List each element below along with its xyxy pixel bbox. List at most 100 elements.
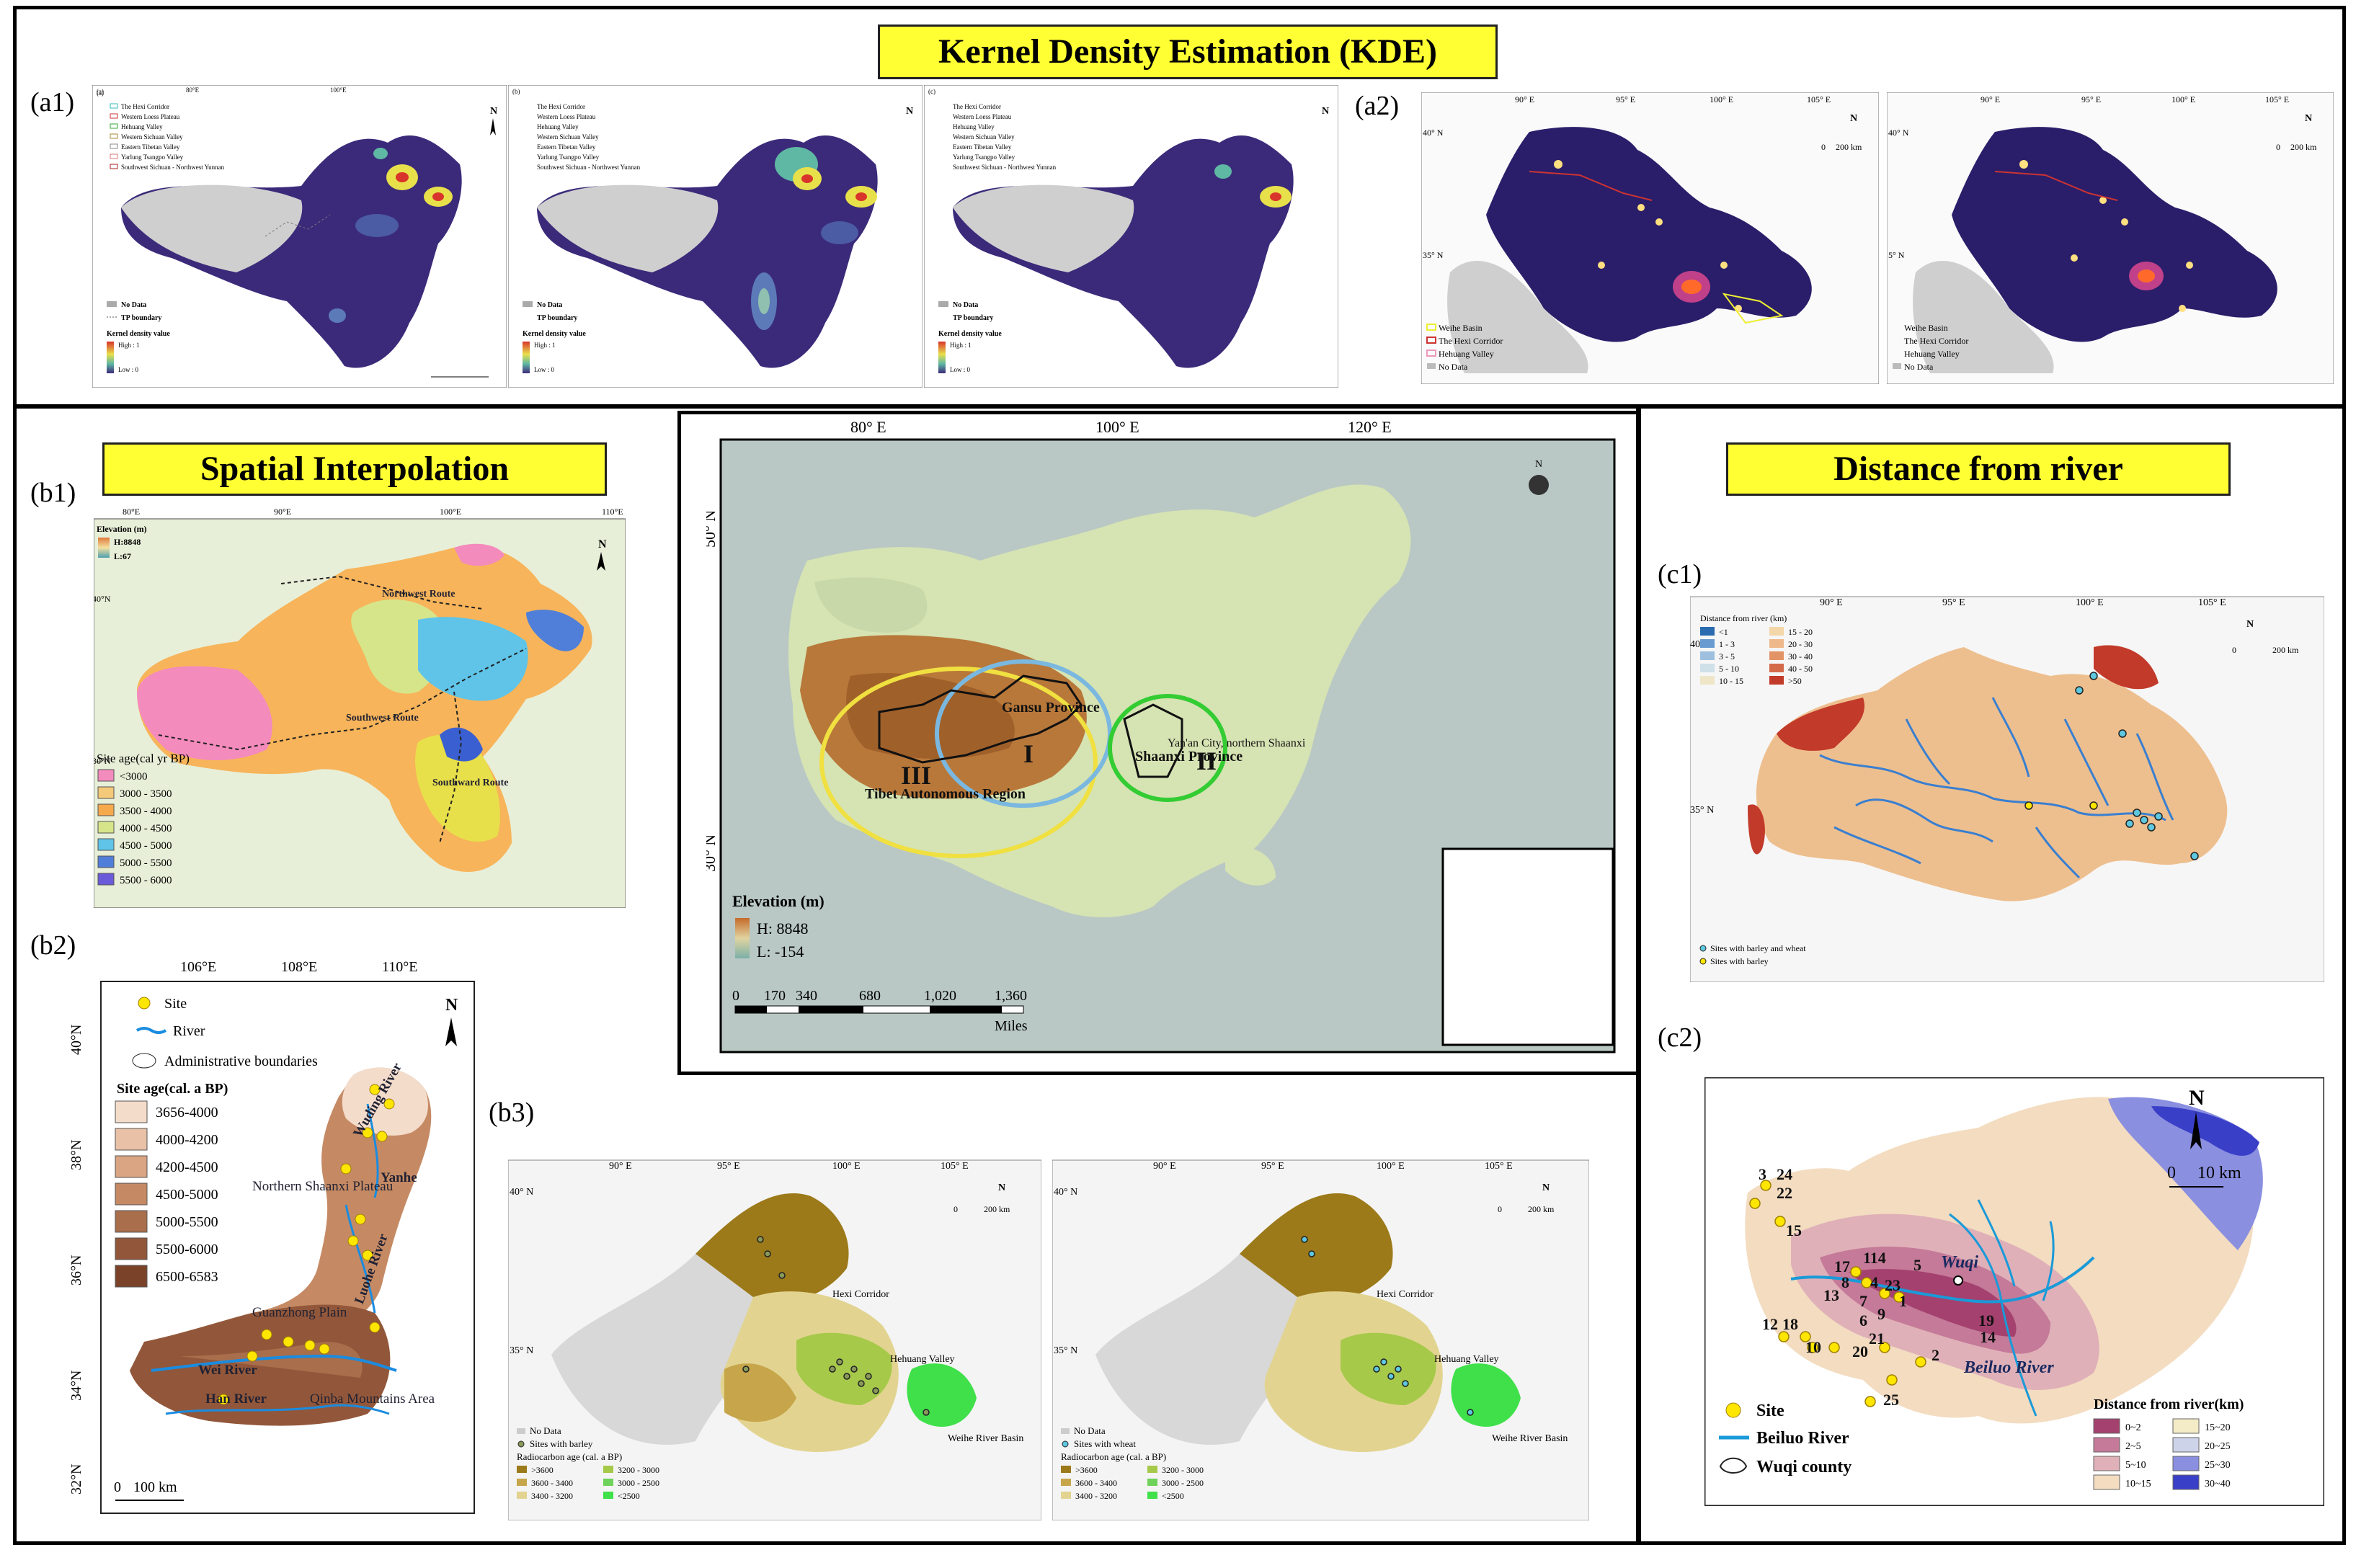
- legend-site: Sites with barley: [1710, 956, 1769, 966]
- legend-label: 3400 - 3200: [531, 1491, 573, 1501]
- legend-label: 5500 - 6000: [120, 875, 172, 886]
- site-number: 12: [1762, 1315, 1778, 1333]
- kde-map-a2-right: 90° E 95° E 100° E 105° E 40° N 5° N Weihe B…: [1887, 92, 2334, 384]
- legend-label: 5000 - 5500: [120, 858, 172, 869]
- place-label: Hehuang Valley: [1434, 1354, 1499, 1365]
- label-b3: (b3): [489, 1097, 535, 1128]
- lon-label: 106°E: [180, 959, 216, 975]
- north-arrow-icon: N: [2305, 113, 2312, 124]
- legend-tp: TP boundary: [953, 314, 993, 322]
- scale-tick: 170: [764, 988, 786, 1004]
- label-b1: (b1): [30, 478, 76, 508]
- lon-label: 80°E: [123, 507, 140, 517]
- legend-swatch: [603, 1479, 613, 1486]
- legend-label: 4000-4200: [156, 1132, 218, 1148]
- region-label: Gansu Province: [1002, 700, 1100, 716]
- site-number: 24: [1777, 1165, 1792, 1183]
- site-number: 6: [1859, 1311, 1867, 1329]
- legend-swatch: [97, 873, 115, 886]
- legend-item: No Data: [1074, 1425, 1106, 1436]
- legend-title: Distance from river(km): [2094, 1396, 2244, 1412]
- site-number: 7: [1859, 1292, 1867, 1310]
- lat-label: 40° N: [510, 1187, 533, 1198]
- lat-label: 5° N: [1888, 250, 1905, 260]
- legend-label: 5500-6000: [156, 1242, 218, 1257]
- site-number: 4: [1870, 1273, 1878, 1291]
- lon-label: 95° E: [1942, 597, 1965, 608]
- legend-low: Low : 0: [118, 366, 138, 373]
- lat-label: 32°N: [68, 1464, 84, 1494]
- legend-label: 25~30: [2205, 1460, 2231, 1471]
- lon-label: 95° E: [1261, 1161, 1284, 1172]
- legend-item: The Hexi Corridor: [953, 103, 1001, 110]
- north-arrow-icon: N: [1322, 106, 1329, 117]
- legend-swatch: [517, 1466, 527, 1473]
- legend-label: 1 - 3: [1719, 639, 1735, 649]
- legend-label: 15~20: [2205, 1422, 2231, 1433]
- site-number: 20: [1852, 1342, 1868, 1360]
- b3-age-legend: >3600 3600 - 3400 3400 - 3200 3200 - 3000 30…: [517, 1465, 659, 1501]
- legend-swatch: [2093, 1456, 2120, 1471]
- lat-label: 40°N: [94, 594, 111, 604]
- legend-kd: Kernel density value: [938, 330, 1002, 338]
- legend-item: Western Sichuan Valley: [953, 133, 1015, 141]
- legend-label: 15 - 20: [1788, 627, 1813, 637]
- legend-item: The Hexi Corridor: [1439, 336, 1503, 346]
- kde-map-c: (c) The Hexi Corridor Western Loess Plat…: [924, 85, 1338, 388]
- elev-title: Elevation (m): [732, 892, 824, 910]
- scale-zero: 0: [2232, 645, 2236, 655]
- legend-kd: Kernel density value: [523, 330, 586, 338]
- label-c1: (c1): [1658, 559, 1702, 589]
- legend-item: Weihe Basin: [1904, 323, 1948, 333]
- legend-label: 20 - 30: [1788, 639, 1813, 649]
- legend-label: 10~15: [2125, 1479, 2151, 1489]
- lon-label: 90°E: [274, 507, 291, 517]
- legend-swatch: [97, 855, 115, 868]
- place-label: Wei River: [198, 1363, 257, 1378]
- lat-label: 35° N: [1423, 250, 1444, 260]
- river-title: Distance from river: [1726, 442, 2231, 496]
- place-label: Hehuang Valley: [890, 1354, 955, 1365]
- legend-label: 3200 - 3000: [1162, 1465, 1204, 1475]
- scale-tick: 1,020: [924, 988, 956, 1004]
- place-label: Northern Shaanxi Plateau: [252, 1179, 394, 1194]
- c2-map: 3 24 22 15 114 5 17 8 23 13 7 1 12 18 6 …: [1704, 1077, 2324, 1506]
- lat-label: 35° N: [1690, 805, 1714, 816]
- legend-site: Site: [1756, 1402, 1784, 1420]
- site-number: 21: [1869, 1329, 1885, 1348]
- lon-label: 100° E: [2171, 94, 2195, 104]
- legend-item: Hehuang Valley: [953, 123, 995, 130]
- age-title: Site age(cal yr BP): [97, 752, 190, 765]
- legend-label: 6500-6583: [156, 1269, 218, 1285]
- legend-tp: TP boundary: [537, 314, 577, 322]
- legend-item: Eastern Tibetan Valley: [537, 143, 596, 151]
- lon-label: 95° E: [717, 1161, 740, 1172]
- legend-item: The Hexi Corridor: [1904, 336, 1968, 346]
- legend-nodata: No Data: [121, 301, 146, 309]
- scale-tick: 680: [859, 988, 881, 1004]
- roman-label: II: [1196, 747, 1217, 775]
- legend-item: The Hexi Corridor: [121, 103, 169, 110]
- legend-item: Sites with wheat: [1074, 1438, 1136, 1449]
- c1-distance-legend: <1 1 - 3 3 - 5 5 - 10 10 - 15 15 - 20 20 - 30 3…: [1700, 627, 1813, 686]
- legend-high: High : 1: [118, 342, 140, 349]
- legend-swatch: [1147, 1492, 1157, 1499]
- legend-item: Western Sichuan Valley: [537, 133, 599, 141]
- legend-swatch: [1700, 627, 1715, 636]
- site-number: 9: [1877, 1305, 1885, 1323]
- legend-item: No Data: [1904, 362, 1934, 372]
- site-number: 13: [1823, 1286, 1839, 1304]
- legend-label: <2500: [618, 1491, 640, 1501]
- lon-label: 95° E: [2081, 94, 2101, 104]
- legend-swatch: [97, 838, 115, 851]
- legend-swatch: [517, 1492, 527, 1499]
- lon-label: 100° E: [1710, 94, 1733, 104]
- place-label: Yanhe: [381, 1170, 417, 1185]
- kde-map-b: (b) The Hexi Corridor Western Loess Plat…: [508, 85, 923, 388]
- legend-item: Hehuang Valley: [1439, 349, 1494, 359]
- legend-label: 3500 - 4000: [120, 806, 172, 817]
- map-letter: (c): [928, 88, 935, 95]
- age-title: Site age(cal. a BP): [117, 1081, 228, 1097]
- legend-swatch: [2172, 1456, 2200, 1471]
- lon-label: 90° E: [609, 1161, 632, 1172]
